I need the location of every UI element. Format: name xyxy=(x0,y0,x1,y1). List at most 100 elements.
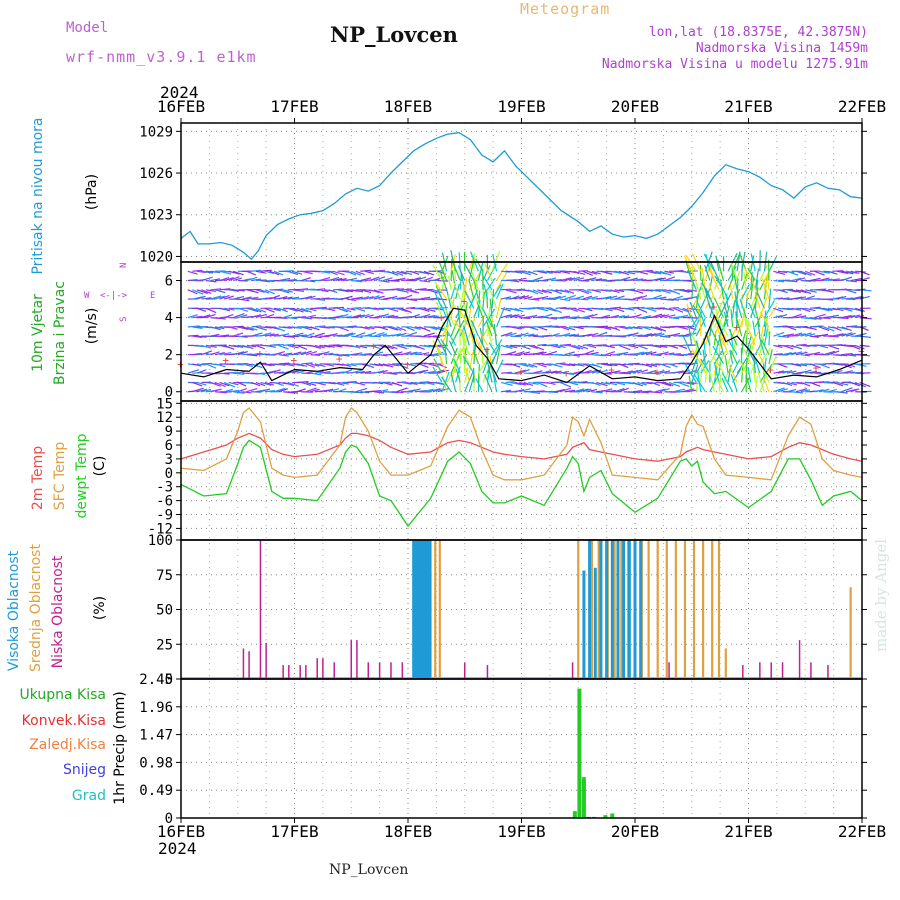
wind-arrow xyxy=(752,364,756,383)
wind-arrow xyxy=(495,283,504,300)
wind-arrow xyxy=(224,307,235,311)
wind-arrow xyxy=(750,277,755,300)
wind-arrow xyxy=(569,381,579,386)
wind-arrow xyxy=(510,381,522,386)
wind-arrow xyxy=(355,314,365,319)
wind-arrow xyxy=(719,321,729,337)
wind-arrow xyxy=(463,352,466,374)
wind-arrow xyxy=(559,381,572,388)
wind-arrow xyxy=(314,381,326,386)
wind-arrow xyxy=(655,314,666,319)
wind-arrow xyxy=(196,289,209,294)
wind-arrow xyxy=(800,332,812,337)
y-tick-label: 0 xyxy=(165,466,173,482)
wind-arrow xyxy=(582,295,593,300)
wind-arrow xyxy=(219,270,232,275)
wind-arrow xyxy=(609,326,621,331)
wind-arrow xyxy=(210,326,221,331)
wind-arrow xyxy=(573,388,585,393)
high-cloud-bar xyxy=(416,540,420,679)
wind-arrow xyxy=(791,351,803,356)
wind-arrow xyxy=(391,326,402,331)
high-cloud-bar xyxy=(428,540,432,679)
wind-arrow xyxy=(264,307,275,313)
wind-arrow xyxy=(832,369,843,374)
wind-arrow xyxy=(632,306,645,309)
low-cloud-bar xyxy=(282,665,284,679)
wind-arrow xyxy=(487,362,493,383)
wind-arrow xyxy=(564,389,576,393)
wind-arrow xyxy=(459,288,465,309)
wind-arrow xyxy=(378,279,390,283)
wind-arrow xyxy=(587,313,598,319)
wind-arrow xyxy=(693,373,706,393)
wind-arrow xyxy=(550,289,562,295)
wind-arrow xyxy=(419,313,431,319)
wind-arrow xyxy=(237,314,248,319)
wind-arrow xyxy=(436,336,448,355)
wind-arrow xyxy=(201,314,211,319)
wind-arrow xyxy=(730,374,738,392)
wind-arrow xyxy=(823,289,834,293)
wind-arrow xyxy=(210,351,220,356)
wind-arrow xyxy=(378,354,388,357)
wind-arrow xyxy=(219,294,230,300)
year-top: 2024 xyxy=(160,83,199,102)
wind-arrow xyxy=(550,295,561,300)
wind-arrow xyxy=(732,318,741,337)
high-cloud-bar xyxy=(423,540,427,679)
wind-arrow xyxy=(423,370,436,374)
y-tick-label: 12 xyxy=(156,410,173,426)
wind-arrow xyxy=(519,332,529,337)
wind-arrow xyxy=(301,350,312,356)
wind-arrow xyxy=(264,344,276,348)
wind-arrow xyxy=(314,288,326,291)
wind-arrow xyxy=(310,372,322,376)
wind-arrow xyxy=(532,344,545,351)
wind-arrow xyxy=(600,270,613,275)
wind-arrow xyxy=(763,376,770,392)
wind-arrow xyxy=(237,298,250,302)
pressure-line xyxy=(180,132,863,261)
wind-arrow xyxy=(319,371,331,374)
wind-arrow xyxy=(664,314,676,319)
wind-arrow xyxy=(510,326,522,330)
wind-arrow xyxy=(233,312,245,319)
wind-arrow xyxy=(700,367,703,383)
wind-arrow xyxy=(550,332,560,337)
wind-arrow xyxy=(500,314,512,319)
wind-arrow xyxy=(730,262,738,281)
wind-arrow xyxy=(310,344,322,350)
wind-arrow xyxy=(392,343,404,346)
temp-unit: (C) xyxy=(92,456,108,477)
wind-arrow xyxy=(537,307,549,312)
wind-arrow xyxy=(721,377,729,392)
wind-arrow xyxy=(514,314,525,319)
wind-arrow xyxy=(273,387,286,393)
wind-arrow xyxy=(391,333,401,337)
wind-arrow xyxy=(564,277,576,282)
wind-arrow xyxy=(228,389,240,393)
wind-arrow xyxy=(423,381,435,386)
wind-arrow xyxy=(637,294,648,300)
wind-arrow xyxy=(475,377,484,393)
low-cloud-bar xyxy=(810,662,812,679)
wind-arrow xyxy=(732,270,741,291)
wind-arrow xyxy=(717,280,729,300)
wind-arrow xyxy=(614,344,624,346)
wind-arrow xyxy=(337,388,347,393)
wind-arrow xyxy=(486,321,493,337)
wind-arrow xyxy=(237,307,249,312)
wind-arrow xyxy=(360,391,370,394)
wind-arrow xyxy=(242,344,254,350)
wind-arrow xyxy=(301,362,313,365)
wind-arrow xyxy=(550,370,562,374)
wind-arrow xyxy=(765,317,770,337)
wind-arrow xyxy=(228,270,240,275)
wind-arrow xyxy=(233,270,244,276)
high-cloud-bar xyxy=(421,540,425,679)
wind-arrow xyxy=(414,381,426,385)
wind-arrow xyxy=(555,317,565,319)
wind-arrow xyxy=(582,333,592,337)
wind-arrow xyxy=(214,351,226,356)
